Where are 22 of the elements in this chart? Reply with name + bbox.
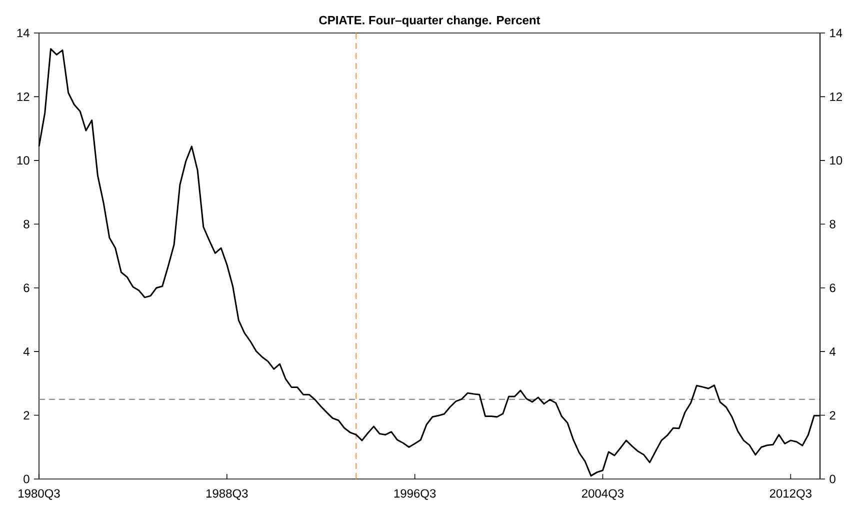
y2-tick-label: 0 [830, 474, 836, 484]
y2-tick-label: 8 [830, 220, 836, 228]
y-tick-label: 14 [17, 28, 30, 38]
x-tick-label: 1996Q3 [394, 489, 436, 500]
y-tick-label: 2 [24, 411, 30, 420]
y2-tick-label: 6 [830, 284, 836, 292]
x-tick-label: 1980Q3 [18, 489, 60, 500]
y-tick-label: 4 [23, 347, 30, 356]
chart-title: CPIATE. Four–quarter change. Percent [319, 16, 540, 27]
y-tick-label: 12 [17, 92, 30, 101]
y2-tick-label: 14 [830, 28, 842, 38]
x-tick-label: 1988Q3 [206, 489, 248, 500]
y-tick-label: 0 [24, 474, 30, 484]
y-tick-label: 6 [24, 284, 30, 292]
y2-tick-label: 2 [830, 411, 836, 420]
x-tick-label: 2004Q3 [582, 489, 624, 500]
y-tick-label: 8 [24, 220, 30, 228]
y2-tick-label: 12 [830, 92, 842, 101]
x-tick-label: 2012Q3 [770, 489, 812, 500]
y-tick-label: 10 [17, 156, 30, 165]
y2-tick-label: 4 [830, 347, 836, 356]
y2-tick-label: 10 [830, 156, 842, 165]
